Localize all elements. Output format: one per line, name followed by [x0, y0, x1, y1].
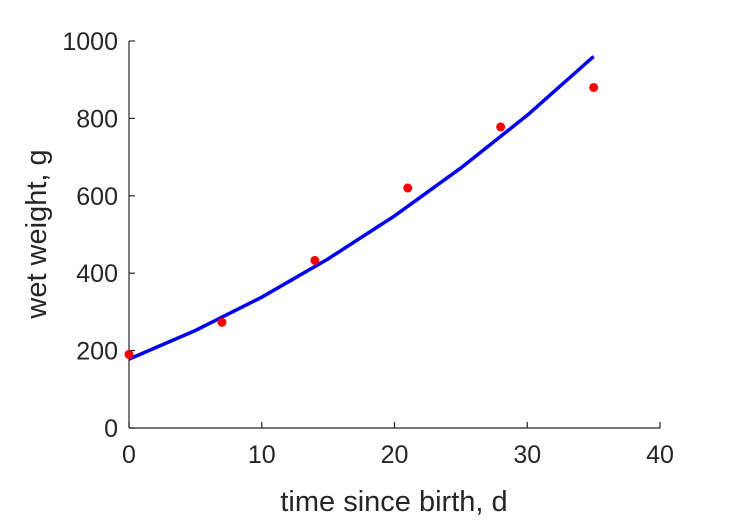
data-point: [589, 82, 599, 92]
y-tick-label: 1000: [62, 28, 118, 56]
y-axis-title: wet weight, g: [21, 149, 53, 319]
plot-area: [124, 55, 599, 361]
x-tick-label: 40: [646, 441, 674, 469]
x-tick-label: 20: [381, 441, 409, 469]
x-tick-label: 10: [248, 441, 276, 469]
axes: [128, 41, 660, 429]
y-tick-label: 800: [76, 105, 118, 133]
y-tick-label: 0: [104, 415, 118, 443]
y-tick-label: 400: [76, 260, 118, 288]
data-point: [124, 349, 134, 359]
x-axis-title: time since birth, d: [280, 486, 507, 518]
data-point: [496, 122, 506, 132]
fit-curve: [128, 55, 595, 361]
x-tick-label: 0: [122, 441, 136, 469]
y-tick-label: 600: [76, 183, 118, 211]
data-point: [310, 255, 320, 265]
x-tick-label: 30: [513, 441, 541, 469]
data-point: [403, 183, 413, 193]
data-point: [217, 317, 227, 327]
y-tick-label: 200: [76, 338, 118, 366]
